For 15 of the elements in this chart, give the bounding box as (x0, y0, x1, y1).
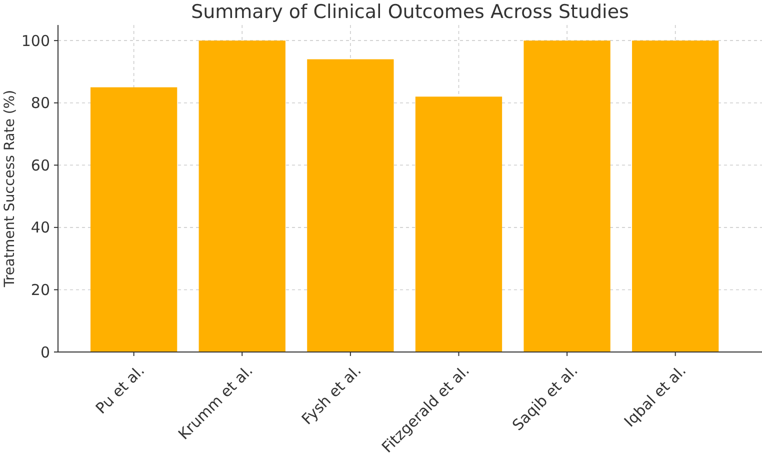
x-tick-label: Pu et al. (92, 362, 148, 418)
y-tick-label: 100 (21, 32, 50, 50)
bar (307, 59, 394, 352)
bar (90, 87, 178, 352)
bar (198, 40, 286, 352)
y-tick-label: 20 (30, 280, 50, 299)
y-tick-label: 80 (30, 94, 50, 112)
y-axis-title: Treatment Success Rate (%) (2, 90, 18, 288)
bar (632, 40, 719, 352)
bar (524, 40, 610, 352)
y-tick-label: 60 (30, 156, 50, 174)
chart-title: Summary of Clinical Outcomes Across Studies (191, 1, 629, 23)
y-tick-label: 0 (40, 343, 50, 362)
bar (415, 96, 502, 352)
y-tick-label: 40 (30, 218, 50, 237)
